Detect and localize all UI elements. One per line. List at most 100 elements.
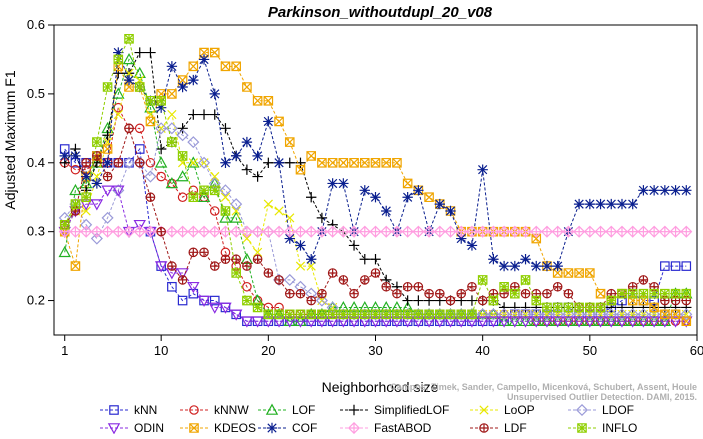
data-point: [435, 309, 445, 320]
data-point: [189, 405, 199, 415]
data-point: [102, 171, 113, 182]
data-point: [444, 308, 457, 321]
data-point: [433, 225, 446, 238]
data-point: [327, 157, 338, 168]
data-point: [306, 192, 317, 203]
data-point: [209, 47, 220, 58]
data-point: [124, 123, 134, 134]
data-point: [145, 157, 156, 168]
y-axis-label: Adjusted Maximum F1: [2, 70, 18, 209]
data-point: [585, 302, 595, 313]
data-point: [401, 225, 414, 238]
data-point: [434, 198, 445, 210]
data-point: [401, 308, 414, 321]
data-point: [266, 422, 278, 434]
data-point: [552, 302, 563, 313]
data-point: [263, 268, 274, 278]
data-point: [508, 316, 522, 328]
data-point: [122, 225, 136, 238]
data-point: [177, 81, 188, 93]
data-point: [348, 404, 360, 416]
data-point: [648, 308, 661, 321]
data-point: [670, 261, 681, 271]
data-point: [165, 122, 178, 135]
y-tick-label: 0.4: [27, 155, 45, 170]
data-point: [101, 211, 114, 224]
data-point: [156, 171, 166, 182]
data-point: [552, 281, 563, 292]
plot-area: 1 10 20 30 40 50 60 0.2 0.3 0.4 0.5 0.6: [27, 17, 703, 358]
data-point: [113, 47, 124, 58]
data-point: [265, 403, 279, 415]
data-point: [112, 225, 125, 238]
data-point: [167, 89, 177, 99]
data-point: [638, 275, 649, 285]
data-point: [209, 295, 220, 306]
data-point: [209, 88, 220, 100]
data-point: [520, 302, 531, 313]
data-point: [284, 137, 295, 147]
data-point: [317, 309, 327, 320]
legend-item: COF: [258, 421, 317, 435]
watermark-line: Unsupervised Outlier Detection. DAMI, 20…: [507, 392, 697, 402]
data-point: [274, 116, 284, 127]
data-point: [220, 157, 231, 168]
plot-frame: [53, 24, 698, 336]
data-point: [595, 288, 606, 299]
data-point: [165, 225, 178, 238]
data-point: [295, 309, 306, 320]
data-point: [573, 225, 586, 238]
data-point: [188, 74, 199, 86]
data-point: [219, 211, 232, 223]
data-point: [616, 198, 628, 210]
legend-item: INFLO: [568, 421, 637, 435]
data-point: [424, 288, 434, 299]
data-point: [680, 225, 693, 238]
data-point: [306, 261, 316, 271]
x-tick-label: 30: [368, 343, 382, 358]
data-point: [445, 295, 456, 306]
data-point: [208, 302, 221, 314]
data-point: [273, 225, 286, 238]
data-point: [562, 316, 575, 328]
data-point: [251, 225, 264, 238]
data-point: [359, 254, 370, 265]
data-point: [144, 101, 157, 113]
legend-item: LDF: [470, 421, 527, 435]
data-point: [209, 206, 220, 216]
data-point: [284, 233, 295, 244]
data-point: [413, 295, 424, 306]
data-point: [540, 316, 554, 328]
data-point: [59, 150, 70, 162]
data-point: [670, 309, 681, 320]
data-point: [445, 309, 456, 320]
data-point: [520, 254, 531, 265]
data-point: [465, 308, 478, 321]
data-point: [606, 198, 617, 210]
y-tick-label: 0.3: [27, 224, 45, 239]
data-point: [188, 61, 199, 72]
data-point: [197, 156, 211, 169]
data-point: [133, 66, 146, 79]
data-point: [273, 157, 285, 168]
legend-label: kNN: [134, 403, 157, 417]
data-point: [498, 308, 511, 321]
data-point: [369, 308, 382, 321]
data-point: [294, 225, 307, 238]
data-point: [606, 295, 617, 306]
data-point: [552, 268, 563, 278]
x-tick-label: 20: [261, 343, 275, 358]
data-point: [615, 225, 629, 238]
data-point: [59, 219, 70, 230]
series-line: [64, 127, 687, 315]
data-point: [669, 316, 682, 328]
data-point: [262, 225, 275, 238]
data-point: [274, 309, 284, 320]
data-point: [487, 308, 500, 321]
data-point: [347, 421, 361, 435]
legend-item: LOF: [258, 403, 315, 417]
data-point: [242, 233, 252, 244]
data-point: [263, 95, 274, 106]
data-point: [638, 288, 649, 299]
data-point: [370, 268, 381, 278]
